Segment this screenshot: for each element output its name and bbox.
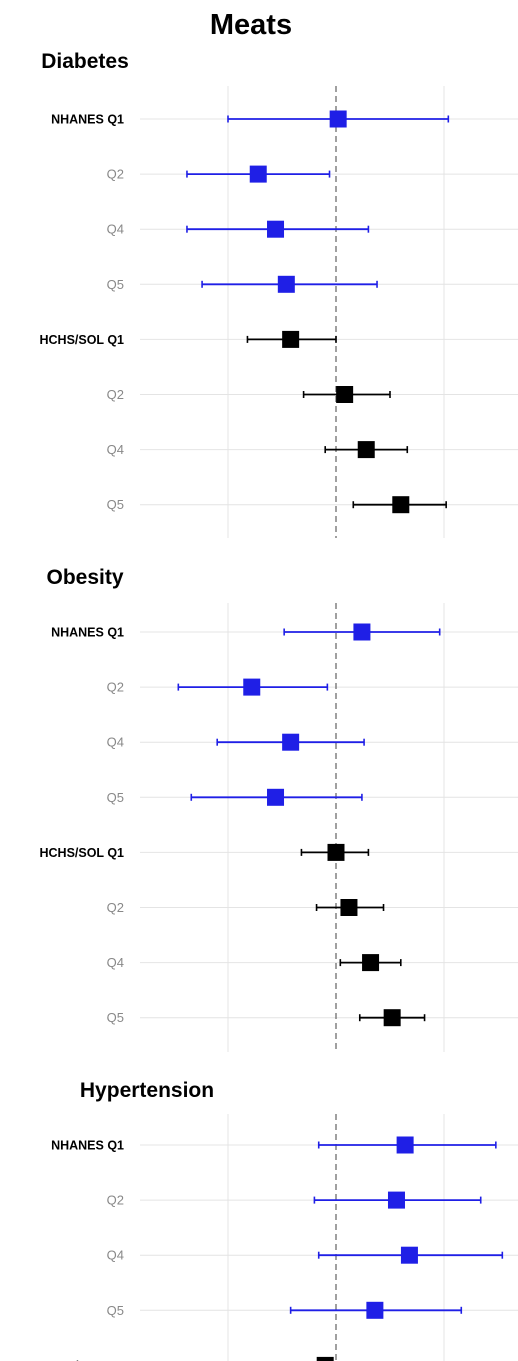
row-label: HCHS/SOL Q1: [39, 333, 124, 347]
row-label: Q4: [107, 222, 124, 237]
estimate-marker: [400, 1246, 418, 1264]
row-label: Q2: [107, 900, 124, 915]
estimate-marker: [353, 623, 371, 641]
estimate-marker: [277, 275, 295, 293]
row-label: Q5: [107, 790, 124, 805]
panels: Diabetes NHANES Q1 Q2 Q4 Q5 HCHS/SOL Q1 Q2 Q4 Q5…: [39, 50, 518, 1361]
estimate-marker: [357, 441, 375, 459]
row-label: Q4: [107, 735, 124, 750]
row-label: Q5: [107, 277, 124, 292]
panel-title: Hypertension: [80, 1079, 214, 1102]
row-label: Q4: [107, 955, 124, 970]
row-label: Q2: [107, 167, 124, 182]
estimate-marker: [340, 899, 358, 916]
estimate-marker: [387, 1191, 405, 1209]
row-label: Q4: [107, 1248, 124, 1263]
estimate-marker: [392, 496, 410, 514]
row-label: Q2: [107, 680, 124, 695]
row-label: HCHS/SOL Q1: [39, 846, 124, 860]
row-label: HCHS/SOL Q1: [39, 1359, 124, 1361]
estimate-marker: [329, 110, 347, 128]
row-label: NHANES Q1: [51, 626, 124, 640]
estimate-marker: [267, 220, 285, 238]
panel-title: Obesity: [46, 566, 123, 589]
estimate-marker: [282, 330, 300, 348]
estimate-marker: [243, 678, 261, 696]
chart-title: Meats: [210, 9, 292, 41]
row-label: Q5: [107, 1303, 124, 1318]
estimate-marker: [362, 954, 380, 972]
panel-title: Diabetes: [41, 50, 129, 73]
row-label: Q5: [107, 497, 124, 512]
row-label: Q2: [107, 387, 124, 402]
estimate-marker: [366, 1301, 384, 1319]
panel-0: Diabetes NHANES Q1 Q2 Q4 Q5 HCHS/SOL Q1 Q2 Q4 Q5: [39, 50, 518, 538]
row-label: Q4: [107, 442, 124, 457]
panel-2: Hypertension NHANES Q1 Q2 Q4 Q5 HCHS/SOL Q1: [39, 1079, 518, 1361]
estimate-marker: [282, 733, 300, 751]
estimate-marker: [327, 843, 345, 861]
panel-1: Obesity NHANES Q1 Q2 Q4 Q5 HCHS/SOL Q1 Q2 Q4 Q5: [39, 566, 518, 1052]
estimate-marker: [396, 1136, 414, 1154]
row-label: NHANES Q1: [51, 113, 124, 127]
estimate-marker: [249, 165, 267, 183]
estimate-marker: [316, 1356, 334, 1361]
estimate-marker: [336, 386, 354, 403]
row-label: Q2: [107, 1193, 124, 1208]
estimate-marker: [267, 788, 285, 806]
row-label: Q5: [107, 1010, 124, 1025]
row-label: NHANES Q1: [51, 1139, 124, 1153]
estimate-marker: [383, 1009, 401, 1027]
